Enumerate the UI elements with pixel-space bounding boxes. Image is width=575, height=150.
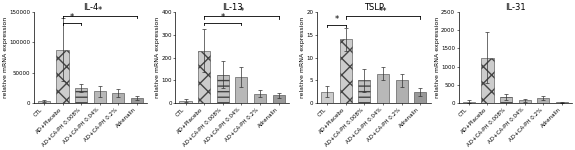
Bar xyxy=(414,92,427,103)
Title: IL-13: IL-13 xyxy=(222,3,243,12)
Bar xyxy=(556,102,568,103)
Bar xyxy=(131,98,143,103)
Bar xyxy=(112,93,124,103)
Title: IL-4: IL-4 xyxy=(83,3,98,12)
Bar xyxy=(463,102,475,103)
Bar xyxy=(396,81,408,103)
Y-axis label: relative mRNA expression: relative mRNA expression xyxy=(155,17,160,98)
Bar xyxy=(340,39,352,103)
Text: *: * xyxy=(335,15,339,24)
Bar xyxy=(198,51,210,103)
Bar xyxy=(38,101,50,103)
Text: *: * xyxy=(239,6,244,15)
Bar xyxy=(179,101,191,103)
Bar xyxy=(377,74,389,103)
Bar xyxy=(94,91,106,103)
Text: *: * xyxy=(70,13,74,22)
Text: **: ** xyxy=(379,6,388,15)
Bar xyxy=(273,95,285,103)
Bar xyxy=(358,81,370,103)
Y-axis label: relative mRNA expression: relative mRNA expression xyxy=(300,17,305,98)
Y-axis label: relative mRNA expression: relative mRNA expression xyxy=(435,17,440,98)
Text: *: * xyxy=(221,13,225,22)
Bar xyxy=(254,94,266,103)
Bar xyxy=(519,100,531,103)
Title: TSLP: TSLP xyxy=(364,3,384,12)
Bar xyxy=(481,58,493,103)
Bar xyxy=(56,50,68,103)
Bar xyxy=(321,92,333,103)
Bar xyxy=(217,75,229,103)
Title: IL-31: IL-31 xyxy=(505,3,526,12)
Y-axis label: relative mRNA expression: relative mRNA expression xyxy=(3,17,8,98)
Bar xyxy=(75,88,87,103)
Bar xyxy=(500,97,512,103)
Bar xyxy=(235,77,247,103)
Bar xyxy=(537,98,549,103)
Text: *: * xyxy=(98,6,102,15)
